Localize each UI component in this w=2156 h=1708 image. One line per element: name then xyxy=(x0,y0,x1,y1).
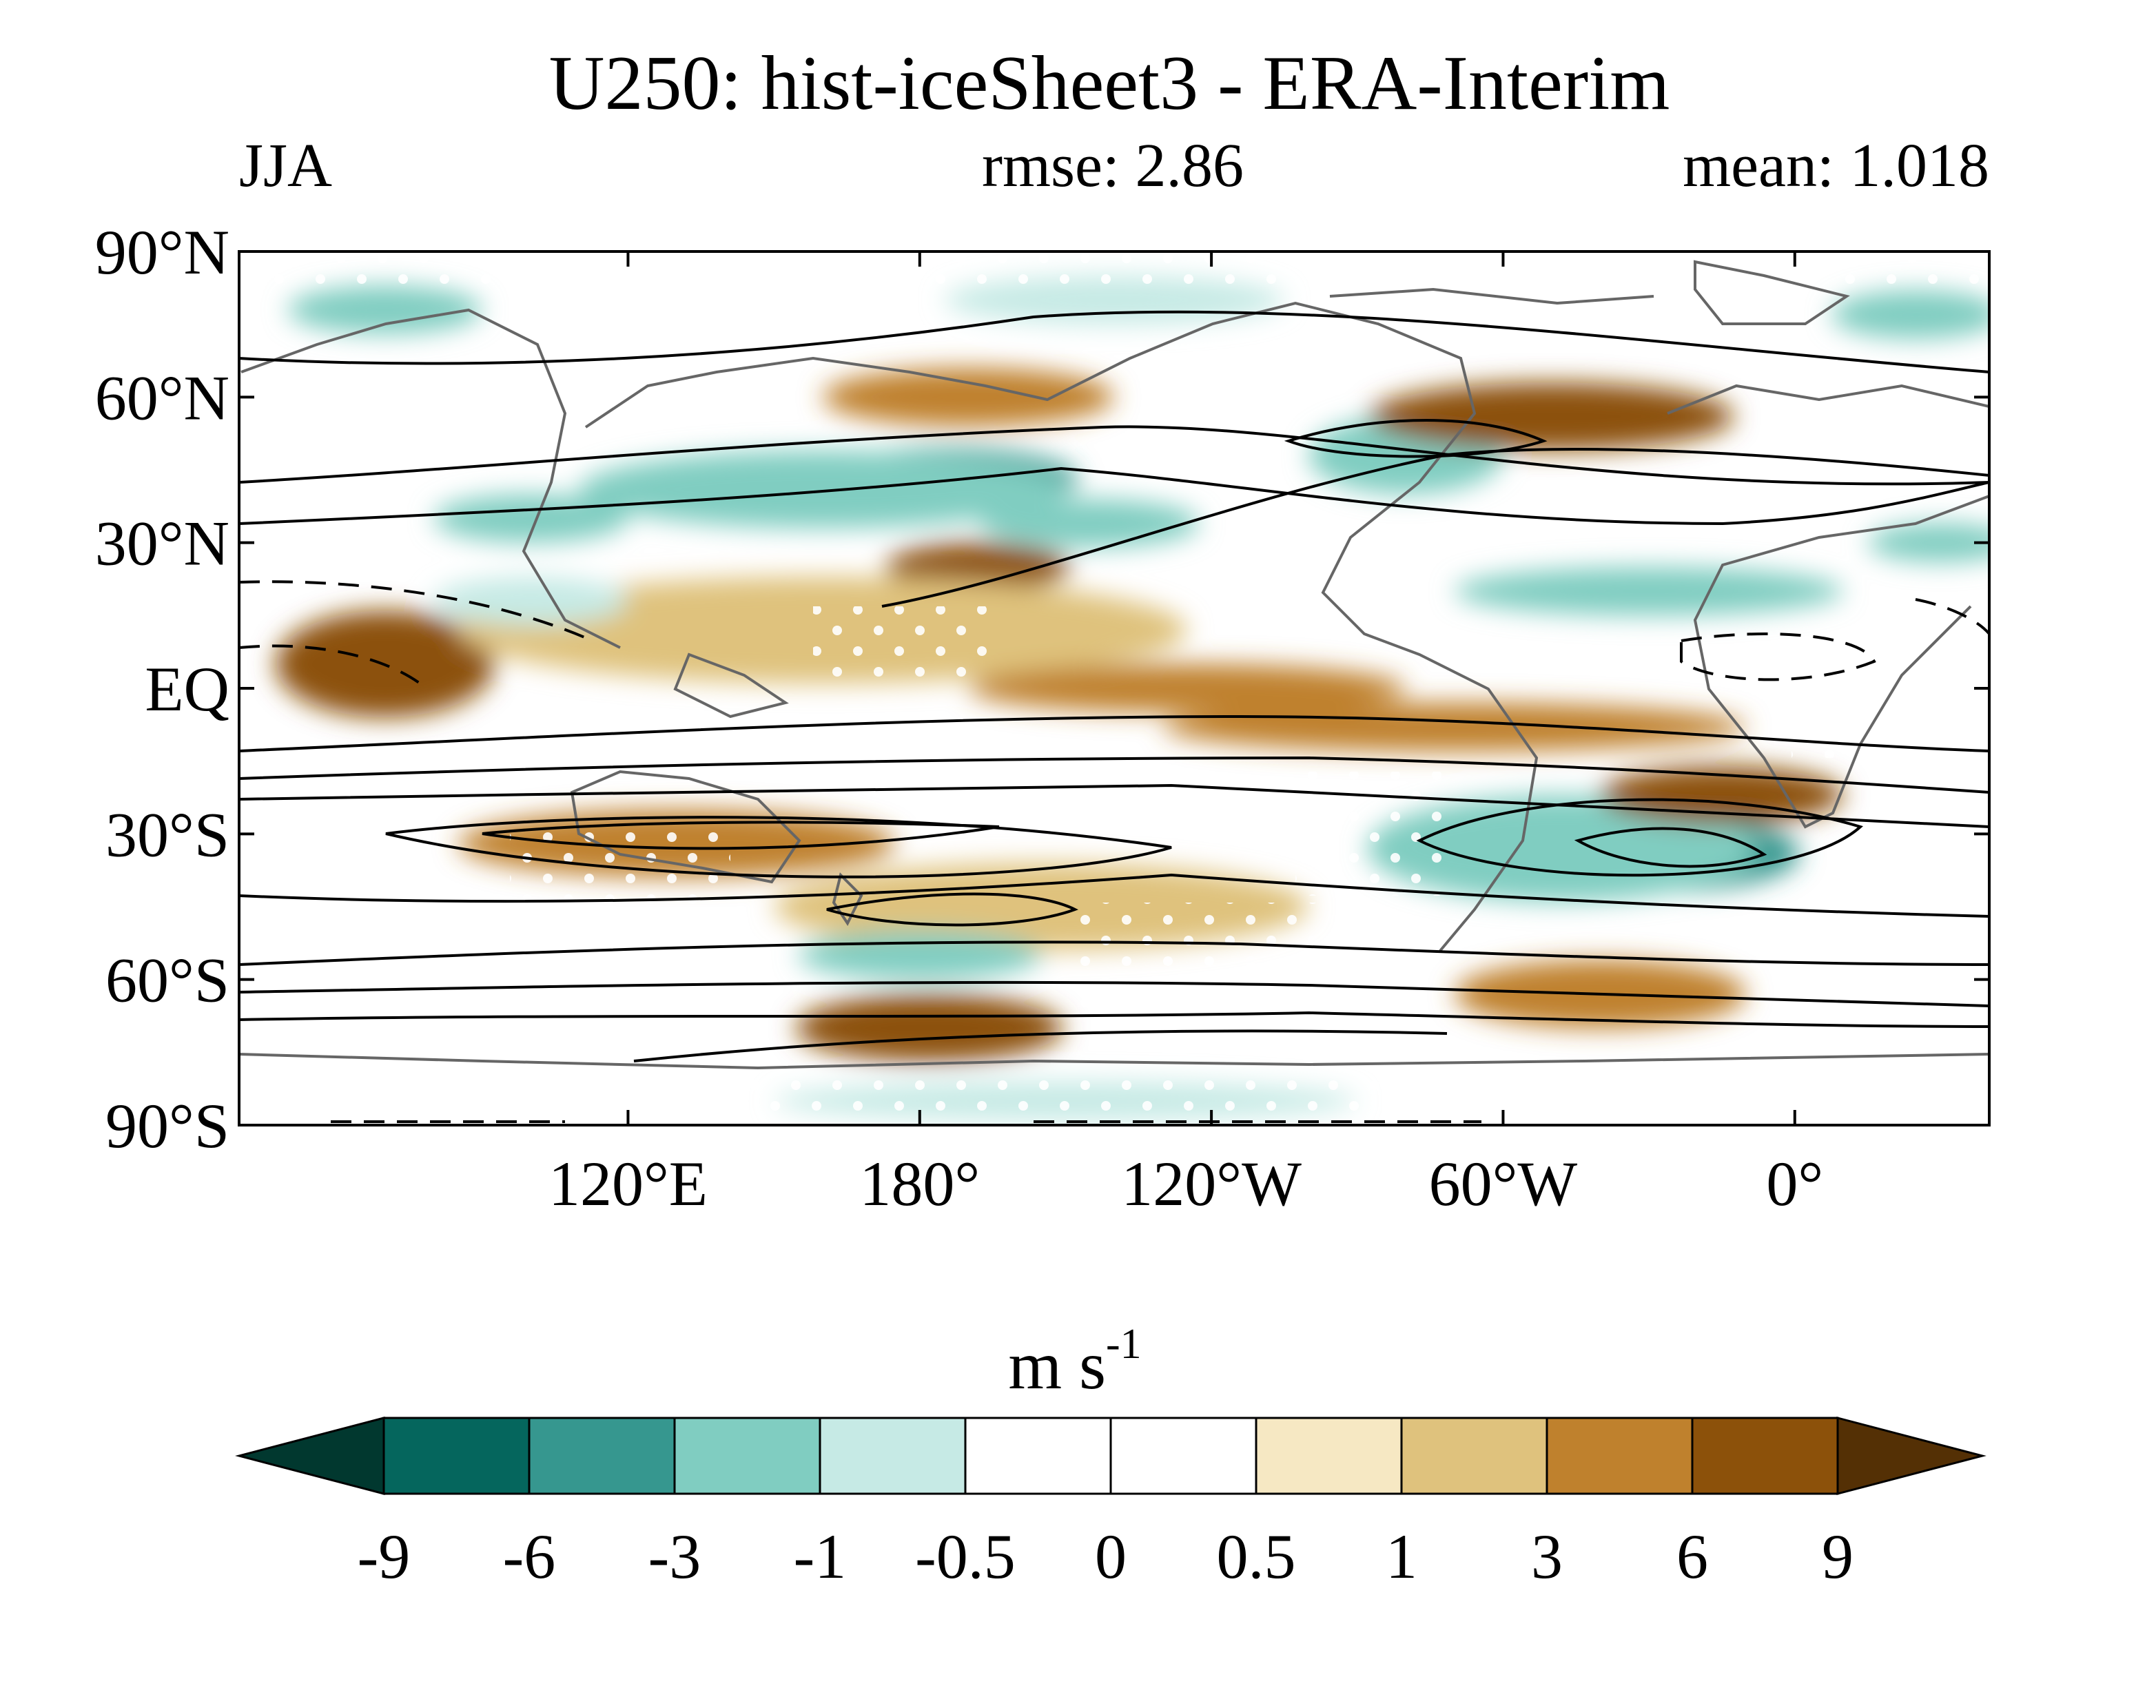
anomaly-blob-8 xyxy=(822,368,1115,426)
negative-contours xyxy=(239,580,1989,1123)
season-label: JJA xyxy=(239,132,332,200)
anomaly-blob-1 xyxy=(579,450,1066,528)
anomaly-blob-7 xyxy=(885,542,1071,592)
climatology-contours xyxy=(239,310,1989,1062)
colorbar-tick-label: 9 xyxy=(1822,1521,1854,1592)
lon-tick-label: 120°W xyxy=(1121,1149,1302,1219)
colorbar-tick-label: 1 xyxy=(1386,1521,1417,1592)
colorbar-units: m s-1 xyxy=(1008,1321,1141,1403)
longitude-ticks: 120°E 180° 120°W 60°W 0° xyxy=(548,251,1823,1219)
anomaly-blob-24 xyxy=(433,576,628,626)
lat-tick-label: 30°S xyxy=(105,799,229,870)
anomaly-blob-22 xyxy=(1831,290,1989,339)
mean-label: mean: 1.018 xyxy=(1683,132,1989,200)
colorbar-box xyxy=(1255,1417,1403,1495)
colorbar-tick-label: 3 xyxy=(1531,1521,1563,1592)
colorbar-tick-label: -0.5 xyxy=(915,1521,1016,1592)
lat-tick-label: 90°S xyxy=(105,1091,229,1161)
colorbar-tick-label: -3 xyxy=(648,1521,701,1592)
anomaly-blob-19 xyxy=(798,931,1042,980)
lon-tick-label: 0° xyxy=(1766,1149,1823,1219)
anomaly-blob-17 xyxy=(968,663,1406,713)
colorbar-box xyxy=(1691,1417,1839,1495)
colorbar-box xyxy=(1109,1417,1257,1495)
anomaly-blob-3 xyxy=(980,499,1200,548)
rmse-label: rmse: 2.86 xyxy=(982,132,1244,200)
lat-tick-label: 60°S xyxy=(105,945,229,1016)
map-panel xyxy=(239,251,1989,1125)
colorbar-box xyxy=(1546,1417,1694,1495)
colorbar-min-triangle xyxy=(235,1417,385,1495)
anomaly-blob-21 xyxy=(287,285,482,334)
lat-tick-label: 90°N xyxy=(95,217,229,287)
colorbar-tick-label: 6 xyxy=(1676,1521,1708,1592)
colorbar-box xyxy=(819,1417,967,1495)
lat-tick-label: 60°N xyxy=(95,362,229,433)
colorbar-box xyxy=(1400,1417,1548,1495)
anomaly-blob-23 xyxy=(1454,566,1844,616)
colorbar-tick-label: -6 xyxy=(503,1521,556,1592)
lon-tick-label: 120°E xyxy=(548,1149,708,1219)
latitude-ticks: 90°N 60°N 30°N EQ 30°S 60°S 90°S xyxy=(95,217,1989,1161)
lon-tick-label: 180° xyxy=(859,1149,980,1219)
colorbar-max-triangle xyxy=(1836,1417,1986,1495)
colorbar-box xyxy=(382,1417,531,1495)
lon-tick-label: 60°W xyxy=(1429,1149,1578,1219)
colorbar-box xyxy=(964,1417,1112,1495)
coastlines xyxy=(239,260,1989,1070)
anomaly-blob-25 xyxy=(1867,523,1989,562)
colorbar-tick-label: -9 xyxy=(358,1521,411,1592)
lat-tick-label: 30°N xyxy=(95,508,229,579)
colorbar-tick-label: 0 xyxy=(1095,1521,1127,1592)
anomaly-blob-14 xyxy=(795,994,1063,1062)
colorbar: -9 -6 -3 -1 -0.5 0 0.5 1 3 6 9 m s-1 xyxy=(235,1321,1986,1592)
anomaly-blob-11 xyxy=(1162,703,1747,752)
anomaly-blob-9 xyxy=(1369,382,1734,451)
colorbar-tick-label: -1 xyxy=(794,1521,847,1592)
colorbar-tick-label: 0.5 xyxy=(1217,1521,1296,1592)
units-exponent: -1 xyxy=(1106,1321,1142,1368)
colorbar-box xyxy=(528,1417,676,1495)
map-title: U250: hist-iceSheet3 - ERA-Interim xyxy=(549,41,1670,126)
lat-tick-label: EQ xyxy=(145,654,229,724)
units-base: m s xyxy=(1008,1327,1106,1403)
significance-stippling xyxy=(239,251,1989,1116)
colorbar-box xyxy=(673,1417,821,1495)
